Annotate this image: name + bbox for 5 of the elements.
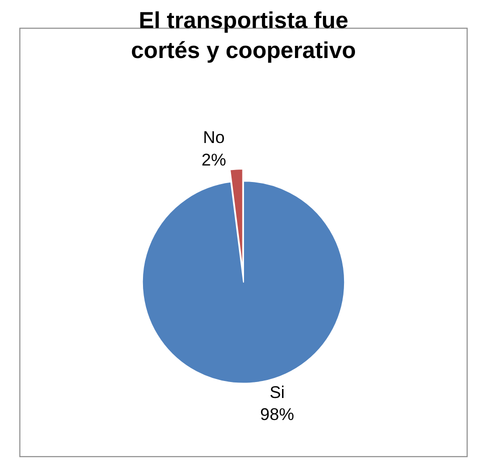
slice-label: Si (270, 382, 285, 402)
slice-label: No (202, 128, 225, 148)
data-label: 2% (202, 150, 226, 170)
data-label: 98% (260, 405, 294, 424)
chart-title: El transportista fue cortés y cooperativo (131, 6, 356, 63)
